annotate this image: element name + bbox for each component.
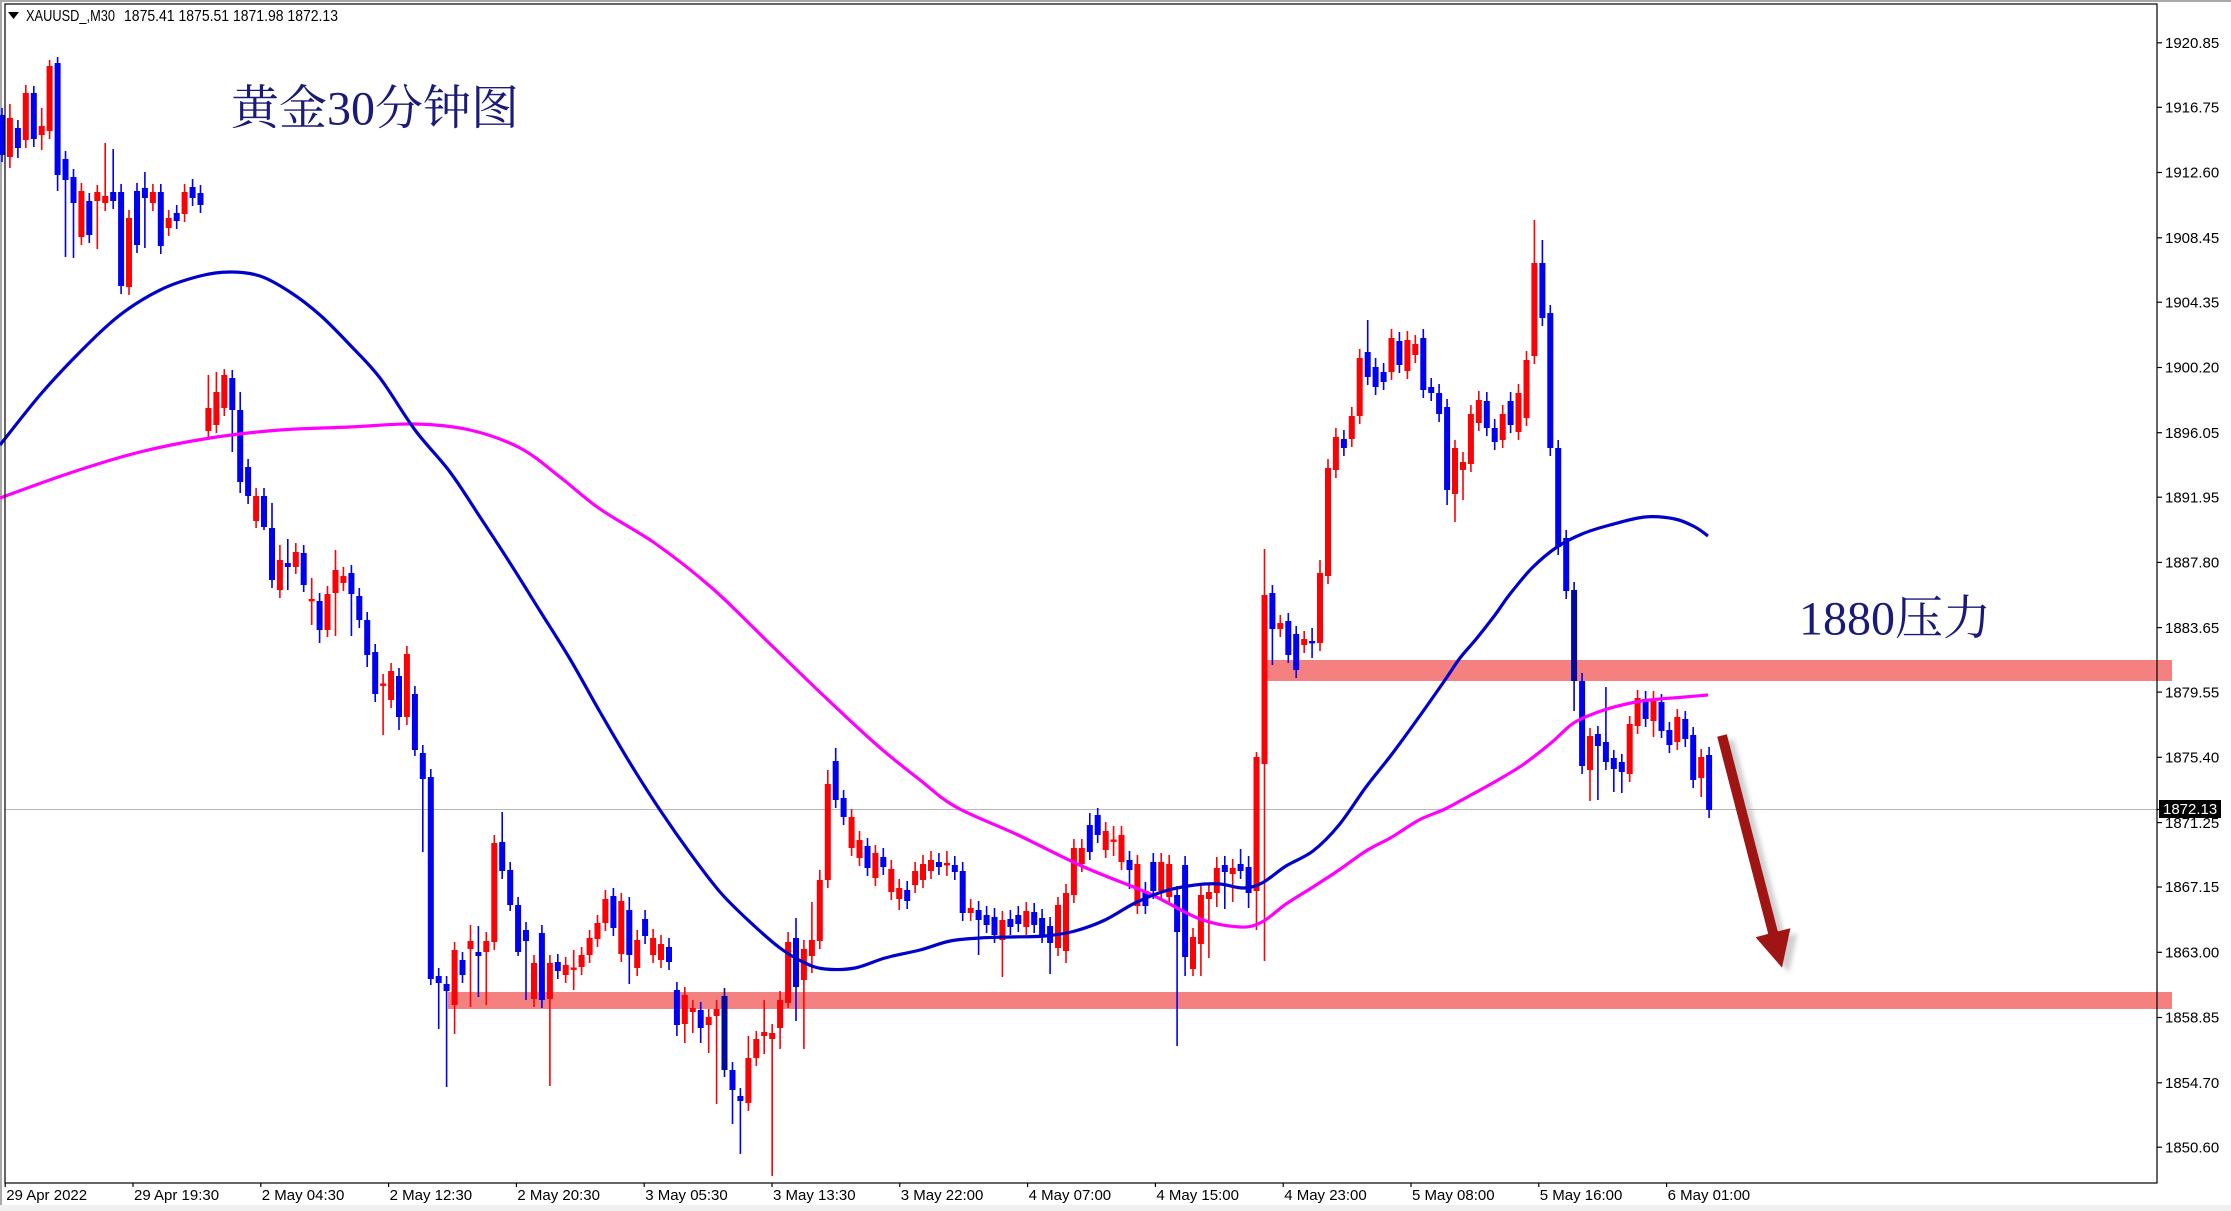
svg-text:1904.35: 1904.35 [2165, 294, 2219, 311]
svg-text:2 May 20:30: 2 May 20:30 [517, 1187, 600, 1204]
svg-text:1872.13: 1872.13 [2163, 801, 2217, 818]
svg-text:1858.85: 1858.85 [2165, 1010, 2219, 1027]
svg-text:4 May 07:00: 4 May 07:00 [1029, 1187, 1112, 1204]
svg-text:1871.25: 1871.25 [2165, 815, 2219, 832]
svg-text:1875.40: 1875.40 [2165, 750, 2219, 767]
svg-text:3 May 13:30: 3 May 13:30 [773, 1187, 856, 1204]
svg-text:0: 0 [1871, 593, 1895, 646]
svg-text:1854.70: 1854.70 [2165, 1075, 2219, 1092]
svg-text:0: 0 [351, 82, 375, 135]
svg-text:1875.41 1875.51 1871.98 1872.1: 1875.41 1875.51 1871.98 1872.13 [124, 8, 338, 25]
svg-text:5 May 16:00: 5 May 16:00 [1540, 1187, 1623, 1204]
svg-text:8: 8 [1847, 593, 1871, 646]
svg-text:2 May 04:30: 2 May 04:30 [262, 1187, 345, 1204]
svg-text:XAUUSD_,M30: XAUUSD_,M30 [26, 8, 115, 25]
svg-text:8: 8 [1823, 593, 1847, 646]
svg-text:3 May 05:30: 3 May 05:30 [645, 1187, 728, 1204]
svg-text:1908.45: 1908.45 [2165, 230, 2219, 247]
svg-text:1891.95: 1891.95 [2165, 489, 2219, 506]
svg-text:1896.05: 1896.05 [2165, 425, 2219, 442]
svg-text:1900.20: 1900.20 [2165, 360, 2219, 377]
svg-text:1: 1 [1799, 593, 1823, 646]
svg-text:3 May 22:00: 3 May 22:00 [901, 1187, 984, 1204]
svg-text:1920.85: 1920.85 [2165, 35, 2219, 52]
svg-text:1863.00: 1863.00 [2165, 945, 2219, 962]
svg-text:1883.65: 1883.65 [2165, 620, 2219, 637]
svg-text:1887.80: 1887.80 [2165, 555, 2219, 572]
svg-text:3: 3 [327, 82, 351, 135]
svg-text:5 May 08:00: 5 May 08:00 [1412, 1187, 1495, 1204]
svg-text:6 May 01:00: 6 May 01:00 [1668, 1187, 1751, 1204]
svg-text:1879.55: 1879.55 [2165, 684, 2219, 701]
svg-text:2 May 12:30: 2 May 12:30 [390, 1187, 473, 1204]
svg-text:1912.60: 1912.60 [2165, 165, 2219, 182]
svg-text:4 May 23:00: 4 May 23:00 [1284, 1187, 1367, 1204]
svg-text:29 Apr 2022: 29 Apr 2022 [6, 1187, 87, 1204]
svg-text:4 May 15:00: 4 May 15:00 [1156, 1187, 1239, 1204]
svg-text:1867.15: 1867.15 [2165, 879, 2219, 896]
svg-text:1916.75: 1916.75 [2165, 100, 2219, 117]
svg-text:1850.60: 1850.60 [2165, 1139, 2219, 1156]
svg-text:29 Apr 19:30: 29 Apr 19:30 [134, 1187, 219, 1204]
